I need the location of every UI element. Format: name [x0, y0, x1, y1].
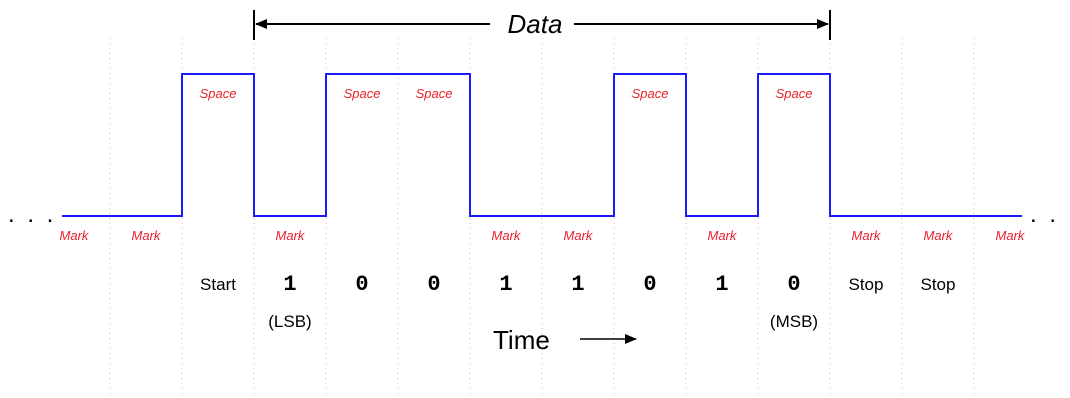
- bit-labels: Start 1 (LSB) 0 0 1 1 0 1 0 (MSB) Stop Stop: [200, 272, 955, 331]
- bit-value: 1: [283, 272, 296, 297]
- mark-label: Mark: [60, 228, 90, 243]
- space-label: Space: [416, 86, 453, 101]
- bit-significance-label: (MSB): [770, 312, 818, 331]
- bit-value: 0: [427, 272, 440, 297]
- mark-label: Mark: [492, 228, 522, 243]
- data-span-indicator: Data: [253, 9, 831, 40]
- space-label: Space: [776, 86, 813, 101]
- mark-label: Mark: [924, 228, 954, 243]
- bit-value: 1: [715, 272, 728, 297]
- framing-bit-label: Stop: [849, 275, 884, 294]
- time-indicator: Time: [493, 325, 637, 355]
- mark-label: Mark: [132, 228, 162, 243]
- left-ellipsis: . . .: [8, 201, 56, 228]
- state-labels: Mark Mark Space Mark Space Space Mark Mark Space…: [60, 86, 1026, 243]
- space-label: Space: [200, 86, 237, 101]
- bit-value: 1: [571, 272, 584, 297]
- framing-bit-label: Start: [200, 275, 236, 294]
- space-label: Space: [632, 86, 669, 101]
- bit-value: 0: [787, 272, 800, 297]
- right-ellipsis: . . .: [1030, 201, 1070, 228]
- bit-significance-label: (LSB): [268, 312, 311, 331]
- mark-label: Mark: [708, 228, 738, 243]
- mark-label: Mark: [276, 228, 306, 243]
- mark-label: Mark: [564, 228, 594, 243]
- mark-label: Mark: [996, 228, 1026, 243]
- bit-value: 1: [499, 272, 512, 297]
- bit-value: 0: [643, 272, 656, 297]
- waveform-line: [62, 73, 1022, 217]
- time-title: Time: [493, 325, 550, 355]
- mark-label: Mark: [852, 228, 882, 243]
- bit-value: 0: [355, 272, 368, 297]
- data-title: Data: [508, 9, 563, 39]
- space-label: Space: [344, 86, 381, 101]
- framing-bit-label: Stop: [921, 275, 956, 294]
